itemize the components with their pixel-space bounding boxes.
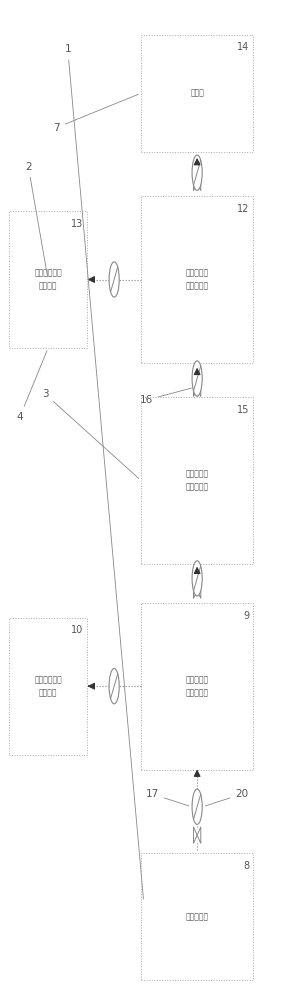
- Bar: [141, 603, 253, 770]
- Circle shape: [192, 361, 202, 396]
- Text: 20: 20: [205, 789, 249, 806]
- Text: 4: 4: [17, 351, 47, 422]
- Text: 干燥塔: 干燥塔: [190, 89, 204, 98]
- Text: 9: 9: [243, 611, 249, 621]
- Text: 第一精馏塔
第一精馏塔: 第一精馏塔 第一精馏塔: [185, 675, 209, 697]
- Text: 1: 1: [64, 44, 144, 899]
- Text: 8: 8: [243, 861, 249, 871]
- Text: 7: 7: [53, 94, 138, 133]
- Text: 16: 16: [140, 388, 192, 405]
- Bar: [141, 34, 253, 152]
- Text: 第二溶剂收集
第二溶剂: 第二溶剂收集 第二溶剂: [34, 269, 62, 290]
- Text: 12: 12: [237, 204, 249, 214]
- Text: 10: 10: [71, 625, 83, 635]
- Text: 14: 14: [237, 42, 249, 52]
- Bar: [9, 618, 87, 755]
- Circle shape: [192, 561, 202, 596]
- Bar: [9, 211, 87, 348]
- Text: 15: 15: [237, 405, 249, 415]
- Bar: [141, 853, 253, 980]
- Circle shape: [109, 669, 119, 704]
- Text: 2: 2: [25, 162, 47, 277]
- Text: 第二精馏塔
第二精馏塔: 第二精馏塔 第二精馏塔: [185, 269, 209, 290]
- Bar: [141, 196, 253, 363]
- Text: 硝化反应釜: 硝化反应釜: [185, 912, 209, 921]
- Text: 13: 13: [71, 219, 83, 229]
- Circle shape: [109, 262, 119, 297]
- Bar: [141, 397, 253, 564]
- Circle shape: [192, 789, 202, 824]
- Text: 3: 3: [42, 389, 139, 479]
- Text: 第二精馏塔
第二精馏塔: 第二精馏塔 第二精馏塔: [185, 470, 209, 491]
- Text: 17: 17: [146, 789, 189, 806]
- Text: 第一溶剂收集
第一溶剂: 第一溶剂收集 第一溶剂: [34, 675, 62, 697]
- Circle shape: [192, 155, 202, 190]
